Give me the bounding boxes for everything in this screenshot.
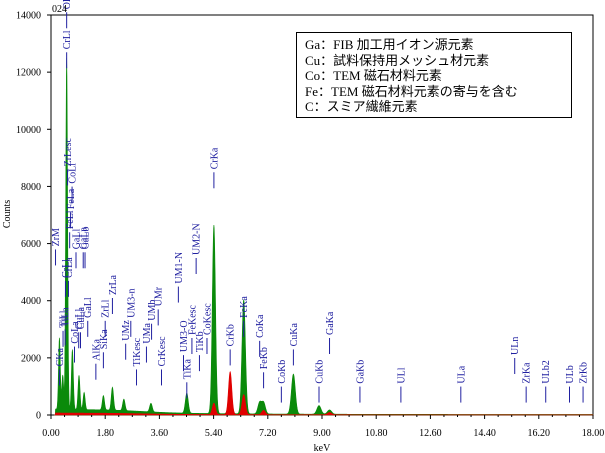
- peak-label: FeKa: [239, 296, 250, 318]
- peak-label: ULl: [396, 367, 407, 383]
- x-tick-label: 5.40: [205, 428, 223, 439]
- x-tick-label: 10.80: [365, 428, 388, 439]
- x-tick-label: 9.00: [313, 428, 331, 439]
- peak-label: CrLa: [64, 257, 75, 278]
- series-green-spectrum: [54, 57, 594, 416]
- peak-label: ZrLl: [101, 299, 112, 318]
- x-tick-label: 12.60: [419, 428, 442, 439]
- y-tick-label: 0: [36, 411, 41, 422]
- spectrum-series: [54, 57, 594, 416]
- peak-label: TiLa: [61, 307, 72, 327]
- x-tick-label: 3.60: [151, 428, 169, 439]
- peak-label: GaLb: [81, 227, 92, 250]
- peak-label: CuLl: [74, 309, 85, 330]
- y-tick-label: 14000: [16, 11, 41, 22]
- header-text: 024: [52, 4, 67, 15]
- legend-box: Ga：FIB 加工用イオン源元素 Cu：試料保持用メッシュ材元素 Co：TEM …: [296, 32, 572, 118]
- x-tick-label: 0.00: [42, 428, 60, 439]
- peak-label: CuKa: [289, 323, 300, 347]
- peak-label: CrKa: [209, 147, 220, 169]
- series-red-spectrum: [54, 370, 594, 416]
- peak-label: FeLa: [66, 188, 77, 209]
- legend-entry-fe: Fe：TEM 磁石材料元素の寄与を含む: [305, 83, 518, 99]
- y-tick-label: 10000: [16, 125, 41, 136]
- peak-label: GaLl: [72, 229, 83, 250]
- peak-label: TiLl: [59, 310, 70, 328]
- peak-label: GaLl: [83, 297, 94, 318]
- peak-label: GaLa: [79, 227, 90, 250]
- peak-label: OKa: [62, 0, 73, 9]
- peak-label: UMz: [121, 320, 132, 341]
- peak-label: UMa: [142, 322, 153, 343]
- peak-label: CoKa: [255, 314, 266, 338]
- peak-label: TiKb: [195, 331, 206, 352]
- peak-label: ZrM: [51, 228, 62, 246]
- peak-label: CrKesc: [157, 336, 168, 367]
- peak-label: UM3-n: [126, 288, 137, 317]
- peak-label: CrKb: [226, 324, 237, 346]
- peak-label: CKa: [55, 348, 66, 367]
- peak-label: CrLl: [62, 30, 73, 49]
- peak-label: ULb2: [541, 360, 552, 383]
- peak-label: SiKa: [99, 329, 110, 350]
- x-tick-label: 14.40: [473, 428, 496, 439]
- peak-label: ZrKa: [522, 362, 533, 384]
- peak-label: UM2-N: [192, 223, 203, 255]
- x-tick-label: 16.20: [528, 428, 551, 439]
- x-tick-label: 7.20: [259, 428, 277, 439]
- peak-label: ZrLa: [108, 274, 119, 295]
- peak-label: CoKesc: [203, 303, 214, 335]
- peak-label: GaKa: [325, 311, 336, 335]
- x-tick-label: 1.80: [96, 428, 114, 439]
- y-axis-title: Counts: [2, 200, 13, 228]
- legend-entry-c: C：スミア繊維元素: [305, 99, 418, 114]
- peak-label: CoKb: [277, 360, 288, 384]
- legend-entry-co: Co：TEM 磁石材料元素: [305, 68, 442, 83]
- peak-label: CuKb: [315, 360, 326, 384]
- peak-label: GaKb: [355, 360, 366, 384]
- peak-label: TiKesc: [132, 337, 143, 366]
- y-tick-label: 12000: [16, 68, 41, 79]
- peak-label: ZrKb: [579, 362, 590, 384]
- peak-label: TiKa: [182, 359, 193, 380]
- peak-labels: CKaTiLlZrMTiLaCrLlOKaCrLlZrLescCrLaFeLlF…: [51, 0, 590, 384]
- y-tick-label: 8000: [21, 182, 41, 193]
- peak-label: ULa: [456, 365, 467, 383]
- peak-label: FeLl: [65, 210, 76, 229]
- peak-label: CuLa: [76, 307, 87, 330]
- y-tick-label: 4000: [21, 296, 41, 307]
- peak-label: UMr: [154, 286, 165, 306]
- y-tick-label: 6000: [21, 239, 41, 250]
- peak-label: FeKesc: [187, 304, 198, 335]
- peak-label: UMb: [147, 300, 158, 321]
- peak-label: AlKa: [91, 338, 102, 360]
- peak-label: CoLa: [70, 321, 81, 344]
- y-tick-label: 2000: [21, 353, 41, 364]
- axes: 0.00 1.80 3.60 5.40 7.20 9.00 10.80 12.60 14.40 1…: [16, 11, 604, 440]
- peak-label: FeKb: [259, 347, 270, 369]
- peak-label: UM1-N: [174, 252, 185, 284]
- x-axis-title: keV: [314, 443, 331, 453]
- peak-label: ULb: [565, 365, 576, 383]
- peak-label: CrLl: [61, 259, 72, 278]
- peak-label: UM3-O: [179, 320, 190, 352]
- peak-label: ZrLesc: [63, 138, 74, 167]
- peak-marker-lines: [55, 12, 584, 403]
- peak-label: ULn: [510, 337, 521, 355]
- x-tick-label: 18.00: [582, 428, 605, 439]
- peak-label: CoLl: [68, 163, 79, 184]
- legend-entry-cu: Cu：試料保持用メッシュ材元素: [305, 52, 490, 68]
- legend-entry-ga: Ga：FIB 加工用イオン源元素: [305, 37, 474, 52]
